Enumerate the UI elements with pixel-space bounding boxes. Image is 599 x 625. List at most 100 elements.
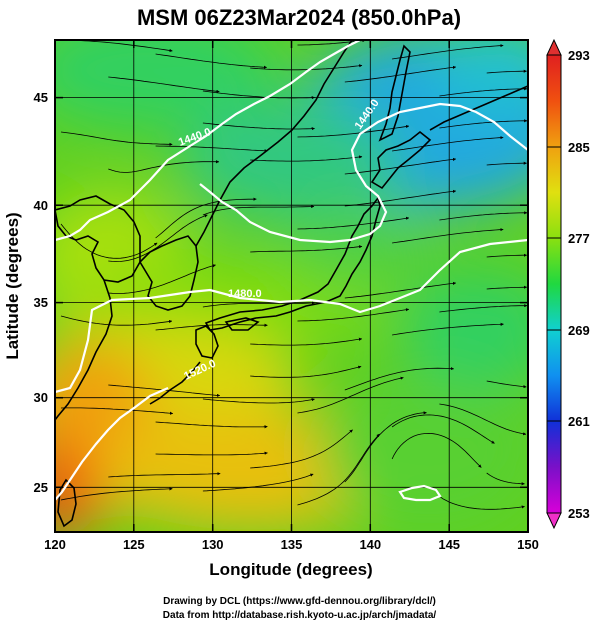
coastline-kurils <box>429 85 528 131</box>
coastline-sakhalin <box>378 44 411 142</box>
streamline <box>202 473 314 492</box>
coastline-china-north <box>55 195 141 283</box>
streamline <box>297 216 410 230</box>
plot-area: 1480.0 1440.0 1440.0 1520.0 120 <box>3 39 539 579</box>
colorbar-label-269: 269 <box>568 323 590 338</box>
coastline-japan-hokkaido <box>370 130 432 190</box>
height-contours <box>55 40 528 502</box>
streamline <box>486 380 527 389</box>
y-tick-40: 40 <box>34 198 48 213</box>
streamline <box>439 495 525 510</box>
credit-data: Data from http://database.rish.kyoto-u.a… <box>162 610 437 621</box>
contour-1520-west <box>55 386 169 501</box>
streamline <box>155 197 257 239</box>
x-tick-135: 135 <box>281 537 303 552</box>
x-tick-145: 145 <box>438 537 460 552</box>
coastline-ryukyu <box>149 361 201 405</box>
streamline <box>344 189 457 207</box>
streamline <box>344 411 427 483</box>
streamline <box>344 157 457 175</box>
colorbar-gradient <box>546 54 562 514</box>
x-axis <box>54 40 529 532</box>
streamline <box>392 136 504 152</box>
coastline-taiwan <box>57 478 77 528</box>
streamline <box>155 323 268 331</box>
x-tick-140: 140 <box>359 537 381 552</box>
streamline <box>250 64 363 71</box>
wind-streamlines <box>60 40 528 510</box>
streamline <box>486 285 528 290</box>
streamline <box>155 53 268 69</box>
streamline <box>392 44 504 60</box>
streamline <box>108 214 208 263</box>
colorbar-label-253: 253 <box>568 506 590 521</box>
streamline <box>108 264 216 294</box>
streamline <box>250 365 362 378</box>
contour-1440-east <box>199 102 528 244</box>
streamline <box>202 90 315 100</box>
streamline <box>391 432 482 468</box>
streamline <box>250 155 363 162</box>
streamline <box>108 76 220 93</box>
coastline-china-east <box>55 279 113 421</box>
streamline <box>202 301 316 308</box>
streamline <box>60 223 158 259</box>
streamline <box>250 245 363 253</box>
streamline <box>202 204 315 216</box>
streamline <box>344 366 455 391</box>
x-tick-125: 125 <box>123 537 145 552</box>
streamline <box>202 398 315 404</box>
streamline <box>439 403 527 436</box>
streamline <box>60 131 173 146</box>
streamline <box>392 322 504 336</box>
streamline <box>250 429 353 469</box>
y-axis-label: Latitude (degrees) <box>3 212 22 359</box>
streamline <box>297 40 366 46</box>
streamline <box>250 337 363 346</box>
streamline <box>297 376 404 414</box>
colorbar-top-arrow <box>546 38 562 56</box>
streamline <box>60 407 174 415</box>
contour-1520 <box>398 484 442 502</box>
colorbar-label-277: 277 <box>568 231 590 246</box>
streamline <box>297 433 380 506</box>
y-tick-35: 35 <box>34 295 48 310</box>
streamline <box>155 451 268 456</box>
colorbar-label-261: 261 <box>568 414 590 429</box>
coastline-russia <box>195 40 353 247</box>
streamline <box>344 281 457 299</box>
streamline <box>391 414 495 444</box>
x-tick-130: 130 <box>202 537 224 552</box>
colorbar: 293 285 277 269 261 253 <box>546 38 590 530</box>
contour-label-1480: 1480.0 <box>228 288 262 300</box>
x-axis-label: Longitude (degrees) <box>209 560 372 579</box>
credit-drawing: Drawing by DCL (https://www.gfd-dennou.o… <box>163 596 436 607</box>
y-tick-25: 25 <box>34 480 48 495</box>
streamline <box>439 304 528 313</box>
x-tick-150: 150 <box>517 537 539 552</box>
coastline-japan-shikoku <box>224 317 260 331</box>
contour-1480 <box>55 238 528 394</box>
streamline <box>439 119 528 129</box>
temperature-field: 1480.0 1440.0 1440.0 1520.0 <box>55 40 528 532</box>
x-tick-labels: 120 125 130 135 140 145 150 <box>44 537 539 552</box>
streamline <box>486 161 527 166</box>
streamline <box>297 308 410 322</box>
streamline <box>486 253 528 258</box>
coastline-japan-kyushu <box>195 325 219 359</box>
streamline <box>439 211 528 221</box>
streamline <box>486 472 525 486</box>
colorbar-label-293: 293 <box>568 48 590 63</box>
chart-title: MSM 06Z23Mar2024 (850.0hPa) <box>137 5 461 30</box>
x-tick-120: 120 <box>44 537 66 552</box>
streamline <box>297 124 410 138</box>
colorbar-ticks <box>547 54 561 514</box>
streamline <box>392 228 504 244</box>
y-tick-labels: 25 30 35 40 45 <box>34 90 48 495</box>
contour-1440-west <box>55 40 361 242</box>
coastline-japan-honshu <box>204 196 381 331</box>
streamline <box>344 65 457 83</box>
streamline <box>486 69 527 74</box>
streamline <box>155 421 268 429</box>
